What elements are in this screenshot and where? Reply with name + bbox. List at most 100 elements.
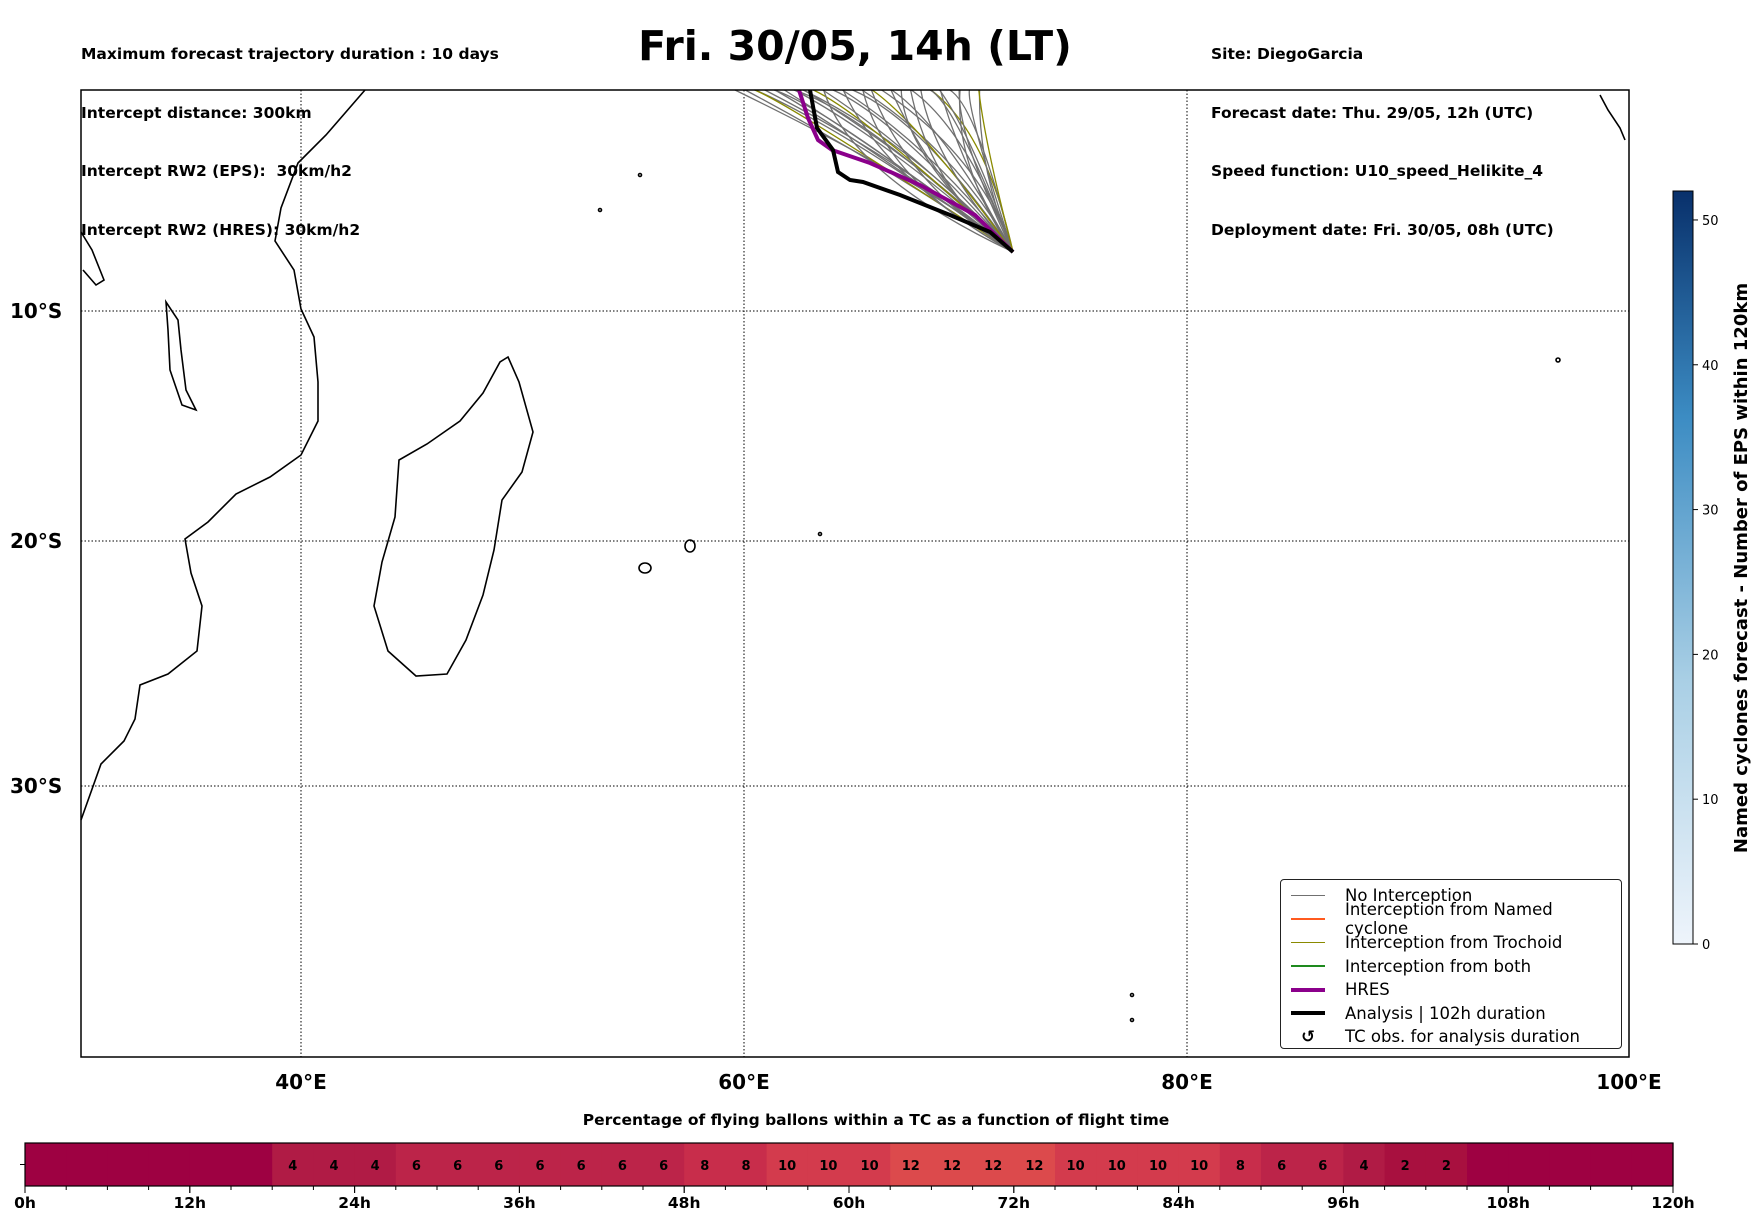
- legend-label: No Interception: [1345, 886, 1473, 905]
- heatmap-title: Percentage of flying ballons within a TC…: [582, 1111, 1170, 1129]
- header-left-info: Maximum forecast trajectory duration : 1…: [81, 6, 499, 279]
- legend-item: ↺ TC obs. for analysis duration: [1281, 1025, 1580, 1048]
- eps-trajectory: [978, 89, 1014, 253]
- africa-coastline: [80, 89, 366, 821]
- heatmap-tick-label: 24h: [338, 1194, 371, 1212]
- heatmap-tick-label: 12h: [173, 1194, 206, 1212]
- heatmap-tick-label: 0h: [14, 1194, 36, 1212]
- legend-item: No Interception: [1281, 884, 1472, 907]
- legend-line-swatch: [1291, 987, 1325, 992]
- eps-trajectory: [939, 89, 1014, 253]
- lat-label-20s: 20°S: [10, 529, 62, 553]
- heatmap-cell: [519, 1143, 562, 1186]
- heatmap-cell: [354, 1143, 397, 1186]
- heatmap-cell-label: 6: [412, 1159, 421, 1174]
- heatmap-cell: [766, 1143, 809, 1186]
- legend-item: Interception from Trochoid: [1281, 931, 1562, 954]
- heatmap-tick-label: 60h: [833, 1194, 866, 1212]
- colorbar-label: Named cyclones forecast - Number of EPS …: [1731, 283, 1752, 853]
- lon-label-60e: 60°E: [718, 1070, 770, 1094]
- tc-obs-icon: ↺: [1301, 1027, 1315, 1046]
- legend-label: Interception from Trochoid: [1345, 933, 1563, 952]
- heatmap-cell: [684, 1143, 726, 1186]
- heatmap-tick-label: 48h: [668, 1194, 701, 1212]
- heatmap-cell: [1384, 1143, 1427, 1186]
- heatmap-cell: [807, 1143, 850, 1186]
- eps-trajectory: [832, 89, 1014, 253]
- heatmap-cell: [601, 1143, 644, 1186]
- legend-label: Analysis | 102h duration: [1345, 1003, 1546, 1023]
- heatmap-cell-label: 2: [1442, 1159, 1451, 1174]
- site-text: Site: DiegoGarcia: [1211, 45, 1364, 63]
- heatmap-cell-label: 10: [1190, 1159, 1208, 1174]
- colorbar-ticks: 0 10 20 30 40 50: [1693, 214, 1719, 953]
- heatmap-cell-label: 6: [577, 1159, 586, 1174]
- heatmap-cell-label: 6: [1277, 1159, 1286, 1174]
- eps-trajectory: [871, 89, 1014, 253]
- heatmap-cell: [395, 1143, 438, 1186]
- graticule: [81, 90, 1629, 1057]
- eps-trajectory: [958, 89, 1014, 253]
- heatmap-tick-label: 120h: [1651, 1194, 1694, 1212]
- colorbar-tick-label: 20: [1702, 648, 1719, 663]
- heatmap-cell-label: 6: [535, 1159, 544, 1174]
- heatmap-cell: [1467, 1143, 1509, 1186]
- heatmap-cell: [725, 1143, 768, 1186]
- eps-trajectory: [822, 89, 1014, 253]
- forecast-date-text: Forecast date: Thu. 29/05, 12h (UTC): [1211, 103, 1534, 122]
- heatmap-cell: [478, 1143, 520, 1186]
- heatmap-cell: [849, 1143, 891, 1186]
- legend-line-swatch: [1291, 918, 1325, 920]
- island-dot: [1555, 357, 1561, 363]
- heatmap-cell: [25, 1143, 67, 1186]
- heatmap-cell: [313, 1143, 356, 1186]
- legend-line-swatch: [1291, 965, 1325, 967]
- colorbar-tick-label: 0: [1702, 938, 1710, 953]
- heatmap-cell-label: 12: [902, 1159, 920, 1174]
- flight-time-heatmap: 4 4 4 6 6 6 6 6 6 6 8 8 10 10 10 12 12 12 12 10 10 10 10 8 6 6 4 2 2…: [14, 1142, 1695, 1212]
- legend-item: Interception from both: [1281, 955, 1531, 978]
- mauritius-island: [638, 562, 652, 574]
- eps-trajectory: [939, 89, 1014, 253]
- intercept-distance-text: Intercept distance: 300km: [81, 103, 312, 122]
- coastlines: [80, 89, 1626, 1023]
- heatmap-cell-label: 10: [1149, 1159, 1167, 1174]
- intercept-hres-text: Intercept RW2 (HRES): 30km/h2: [81, 220, 361, 239]
- eps-trajectory: [754, 89, 1014, 253]
- colorbar: [1672, 190, 1694, 945]
- heatmap-cell: [560, 1143, 603, 1186]
- heatmap-cell: [437, 1143, 479, 1186]
- heatmap-cell: [1178, 1143, 1221, 1186]
- speed-function-text: Speed function: U10_speed_Helikite_4: [1211, 162, 1544, 180]
- lon-label-80e: 80°E: [1161, 1070, 1213, 1094]
- heatmap-cell: [1055, 1143, 1097, 1186]
- heatmap-cell: [931, 1143, 974, 1186]
- heatmap-cell: [890, 1143, 932, 1186]
- island-dot: [1129, 1017, 1135, 1023]
- heatmap-cell-label: 10: [778, 1159, 796, 1174]
- heatmap-cell: [1219, 1143, 1262, 1186]
- heatmap-cell: [189, 1143, 232, 1186]
- heatmap-cell: [272, 1143, 314, 1186]
- lat-label-30s: 30°S: [10, 774, 62, 798]
- arabia-coastline: [80, 231, 105, 287]
- hres-trajectory: [797, 89, 1015, 254]
- island: [164, 299, 198, 412]
- island-dot: [637, 172, 643, 178]
- heatmap-cell-label: 6: [618, 1159, 627, 1174]
- heatmap-cell-label: 6: [453, 1159, 462, 1174]
- heatmap-cell-label: 4: [329, 1159, 338, 1174]
- madagascar-coastline: [373, 355, 534, 677]
- heatmap-cell-label: 8: [700, 1159, 709, 1174]
- heatmap-tick-label: 72h: [997, 1194, 1030, 1212]
- legend-item: Analysis | 102h duration: [1281, 1002, 1546, 1025]
- eps-trajectory: [870, 89, 1014, 253]
- legend-label: HRES: [1345, 980, 1390, 999]
- eps-trajectory: [968, 89, 1014, 253]
- heatmap-tick-label: 36h: [503, 1194, 536, 1212]
- legend-label: Interception from Named cyclone: [1344, 900, 1553, 938]
- figure-title: Fri. 30/05, 14h (LT): [638, 22, 1072, 70]
- legend-label: TC obs. for analysis duration: [1345, 1027, 1580, 1046]
- heatmap-cell-label: 12: [1025, 1159, 1043, 1174]
